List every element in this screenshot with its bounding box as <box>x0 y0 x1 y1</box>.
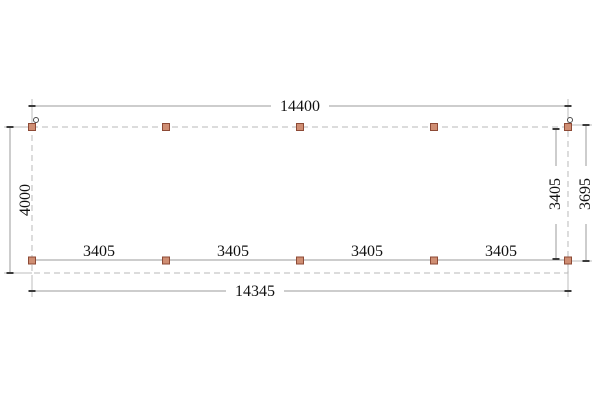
post-row-bottom <box>28 256 572 265</box>
post-span-dimension-label: 3405 <box>351 243 383 260</box>
post-marker <box>162 256 170 265</box>
right-inner-dimension-label: 3405 <box>547 178 564 210</box>
label-mask <box>226 282 284 299</box>
post-marker <box>28 256 36 265</box>
post-marker <box>430 123 438 131</box>
post-marker <box>564 256 572 265</box>
post-span-dimension-label: 3405 <box>485 243 517 260</box>
drainpipe-circle-icon <box>33 117 39 123</box>
drainpipe-circle-icon <box>567 117 573 123</box>
post-span-dimension-label: 3405 <box>217 243 249 260</box>
post-marker <box>296 256 304 265</box>
post-span-dimension-label: 3405 <box>83 243 115 260</box>
post-marker <box>162 123 170 131</box>
label-mask <box>576 166 593 224</box>
post-marker <box>28 123 36 131</box>
structure-outline <box>31 126 569 274</box>
post-marker <box>564 123 572 131</box>
right-outer-dimension-label: 3695 <box>577 178 594 210</box>
bottom-total-dimension-label: 14345 <box>235 283 275 300</box>
label-mask <box>546 166 563 224</box>
top-width-dimension-label: 14400 <box>280 98 320 115</box>
label-mask <box>271 97 329 114</box>
post-row-top <box>28 123 572 131</box>
post-marker <box>430 256 438 265</box>
post-marker <box>296 123 304 131</box>
left-depth-dimension-label: 4000 <box>17 184 34 216</box>
